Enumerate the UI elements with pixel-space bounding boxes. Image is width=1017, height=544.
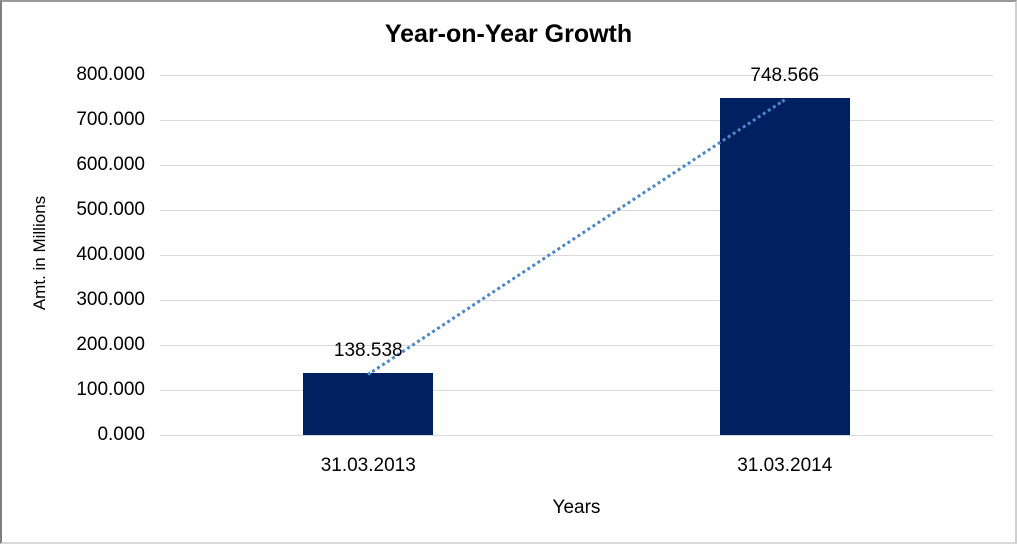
y-tick-label: 800.000 [76,64,145,85]
gridline [160,434,993,436]
bar-value-label: 748.566 [750,65,820,87]
y-tick-label: 100.000 [76,379,145,400]
y-tick-label: 500.000 [76,199,145,220]
gridline [160,74,993,76]
x-category-label: 31.03.2014 [737,455,833,476]
chart-title: Year-on-Year Growth [384,20,633,48]
gridline [160,119,993,121]
y-tick-label: 700.000 [76,109,145,130]
bar [303,372,434,435]
gridline [160,254,993,256]
gridline [160,299,993,301]
y-tick-label: 0.000 [97,424,145,445]
gridline [160,209,993,211]
y-tick-label: 400.000 [76,244,145,265]
x-axis-title: Years [552,497,601,518]
y-tick-label: 300.000 [76,289,145,310]
gridline [160,344,993,346]
y-tick-label: 600.000 [76,154,145,175]
gridline [160,164,993,166]
x-category-label: 31.03.2013 [320,455,416,476]
bar-value-label: 138.538 [333,339,403,361]
y-tick-label: 200.000 [76,334,145,355]
gridline [160,389,993,391]
bar [719,98,850,435]
